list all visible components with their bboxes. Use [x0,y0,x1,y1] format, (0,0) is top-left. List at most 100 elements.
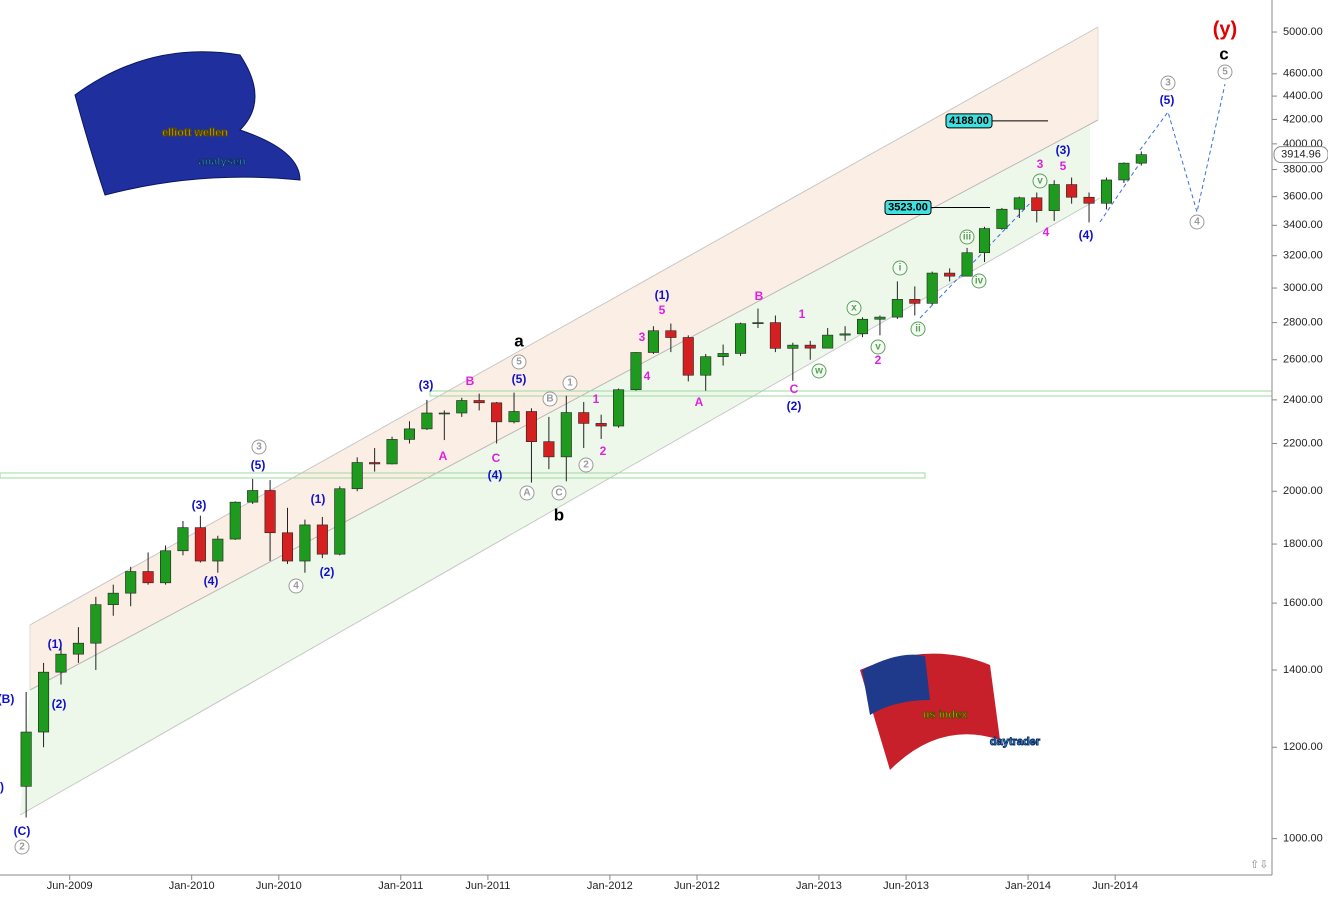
candle-body [613,389,625,427]
wave-label: (3) [192,498,207,512]
wave-label: iv [975,276,984,287]
lower-channel [20,125,1090,815]
wave-label: i [899,263,902,274]
y-tick-label: 1000.00 [1283,833,1323,845]
candle-body [822,334,834,349]
candle-body [578,412,590,424]
wave-circle [1160,75,1176,91]
candle-body [665,330,677,338]
candle-body [438,412,450,415]
candle-body [212,538,224,562]
candle-body [543,441,555,458]
x-tick-label: Jun-2011 [465,880,510,892]
wave-label: A [523,488,530,499]
candle-body [717,353,729,357]
y-tick-label: 2200.00 [1283,437,1323,449]
logo-text: elliott wellen [162,127,228,139]
candle-body [160,550,172,584]
last-price: 3914.96 [1281,149,1321,161]
candle-body [978,228,991,254]
candle-body [369,462,381,465]
wave-label: C [790,382,799,396]
candle-body [125,571,137,594]
y-tick-label: 3800.00 [1283,163,1323,175]
candle-body [421,412,433,430]
candle-body [996,208,1008,229]
x-tick-label: Jan-2011 [378,880,423,892]
level-label: 3523.00 [888,201,928,213]
y-tick-label: 3600.00 [1283,191,1323,203]
wave-label: (1) [48,637,63,651]
wave-circle [910,321,926,337]
wave-label: B [755,289,764,303]
candle-body [874,316,886,320]
candle-body [839,333,851,336]
x-tick-label: Jun-2009 [47,880,93,892]
logo-flag [862,654,930,715]
wave-label: 3 [1037,157,1044,171]
wave-label: 4 [1043,225,1050,239]
wave-label: 5 [516,357,522,368]
candle-body [735,323,747,354]
x-tick-label: Jun-2012 [674,880,720,892]
wave-label: (2) [52,697,67,711]
x-tick-label: Jun-2010 [256,880,302,892]
logo-text: daytrader [990,736,1041,748]
candle-body [508,411,520,423]
candle-body [1135,154,1147,164]
logo-elliott: elliott wellen analysen [74,51,301,196]
candle-body [194,527,206,562]
candle-body [177,527,189,552]
candle-body [38,671,50,733]
wave-label: ) [0,780,4,794]
wave-label: 2 [19,842,25,853]
wave-label: 4 [293,581,299,592]
logo-us: us index daytrader [860,653,1041,770]
wave-label: 1 [593,392,600,406]
scroll-icon[interactable]: ⇧⇩ [1250,859,1268,871]
wave-label: (2) [787,399,802,413]
wave-circle [870,339,886,355]
candle-body [72,642,84,655]
wave-label: c [1219,44,1228,63]
wave-circle [551,485,567,501]
wave-label: (5) [512,372,527,386]
wave-circle [1189,214,1205,230]
x-tick-label: Jan-2014 [1005,880,1051,892]
wave-label: (3) [419,378,434,392]
wave-label: 1 [799,307,806,321]
candle-body [560,412,572,458]
y-tick-label: 2000.00 [1283,485,1323,497]
y-tick-label: 5000.00 [1283,26,1323,38]
wave-label: 5 [1060,159,1067,173]
wave-label: ii [915,324,921,335]
logo-flag [74,51,301,196]
wave-circle [971,273,987,289]
wave-circle [14,839,30,855]
logo-text: us index [923,709,969,721]
wave-label: (B) [0,692,14,706]
wave-label: 3 [256,442,262,453]
candle-body [769,322,781,349]
wave-label: (4) [204,574,219,588]
candle-body [804,344,816,349]
wave-label: (2) [320,565,335,579]
candle-body [351,462,363,490]
y-tick-label: 1200.00 [1283,741,1323,753]
wave-label: 5 [1222,67,1228,78]
candle-body [229,501,241,540]
wave-circle [251,439,267,455]
candle-body [1118,162,1130,181]
wave-circle [892,260,908,276]
wave-label: (1) [311,492,326,506]
wave-label: 2 [583,460,589,471]
candle-body [1031,197,1043,211]
wave-label: v [1037,176,1043,187]
x-tick-label: Jan-2013 [796,880,842,892]
wave-label: (1) [655,288,670,302]
candle-body [700,356,712,376]
wave-circle [1032,173,1048,189]
y-tick-label: 4600.00 [1283,68,1323,80]
wave-label: B [546,394,553,405]
wave-circle [1217,64,1233,80]
